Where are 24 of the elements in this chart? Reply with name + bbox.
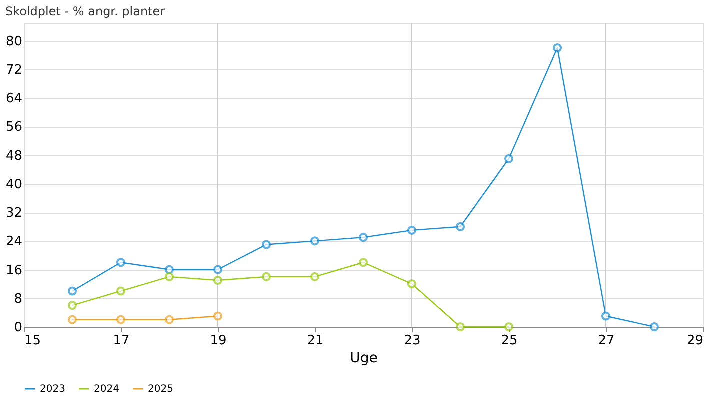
x-tick-label: 27 — [598, 334, 615, 348]
legend-label: 2024 — [94, 384, 120, 395]
y-tick-label: 48 — [6, 148, 22, 164]
x-tick-label: 25 — [501, 334, 518, 348]
y-tick-label: 24 — [6, 234, 22, 250]
y-tick-label: 64 — [6, 92, 22, 107]
x-tick-label: 15 — [24, 334, 42, 348]
x-axis-title: Uge — [350, 350, 378, 366]
x-tick-label: 29 — [686, 334, 704, 348]
x-tick-label: 17 — [113, 334, 130, 348]
x-tick-label: 19 — [210, 334, 227, 348]
y-tick-label: 32 — [6, 206, 22, 222]
y-tick-label: 0 — [14, 320, 22, 336]
x-tick-label: 21 — [307, 334, 324, 348]
y-tick-label: 16 — [6, 263, 22, 278]
y-tick-label: 40 — [6, 177, 22, 192]
y-tick-label: 8 — [14, 292, 22, 307]
chart-title: Skoldplet - % angr. planter — [5, 4, 166, 18]
y-tick-label: 80 — [6, 34, 22, 50]
legend-label: 2025 — [148, 384, 174, 395]
x-tick-label: 23 — [404, 334, 421, 348]
legend-label: 2023 — [40, 384, 66, 395]
y-tick-label: 56 — [6, 120, 22, 136]
y-tick-label: 72 — [6, 62, 22, 78]
